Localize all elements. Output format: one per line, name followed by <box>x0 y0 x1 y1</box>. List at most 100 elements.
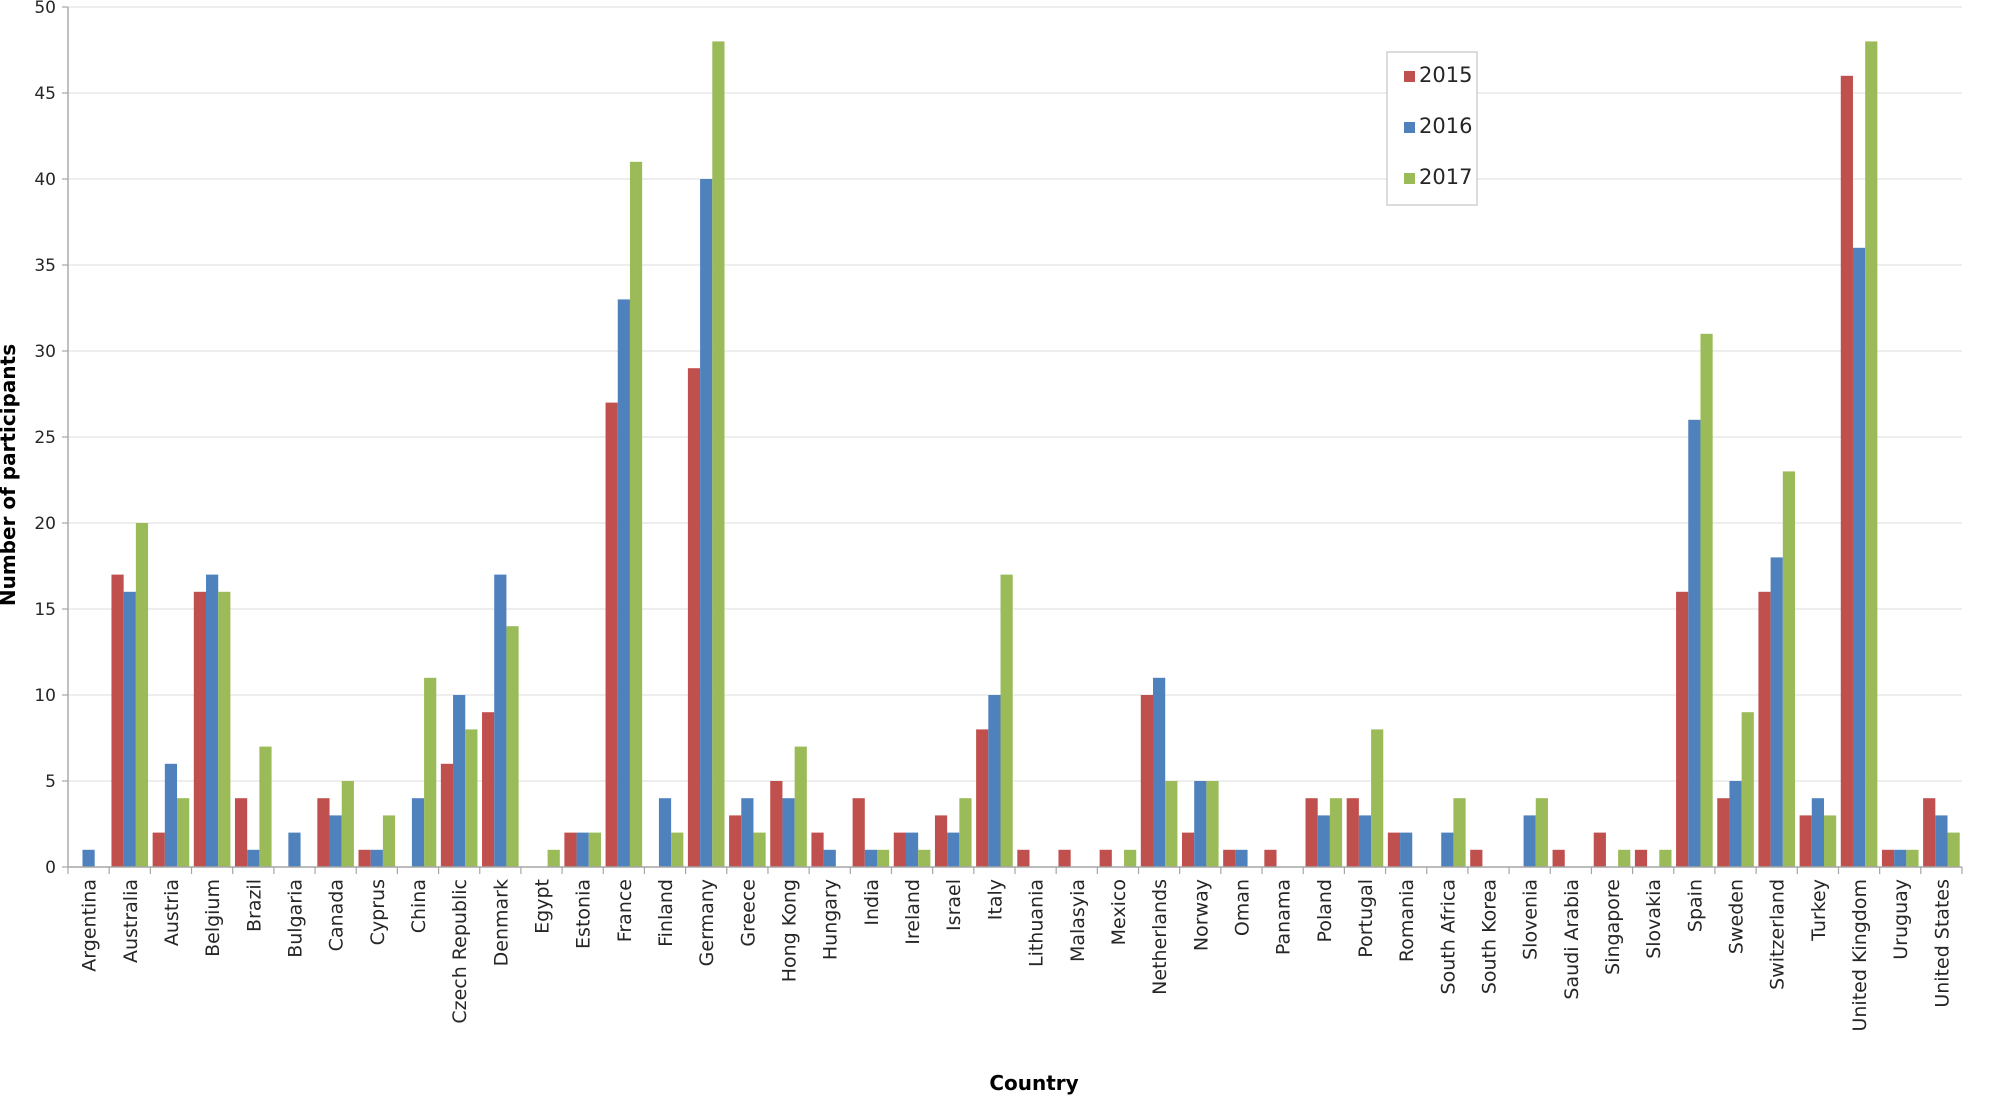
legend-label: 2016 <box>1419 114 1472 138</box>
bar-2016 <box>164 763 178 867</box>
x-tick-label: Hong Kong <box>779 879 801 982</box>
bar-2015 <box>1799 815 1812 867</box>
bar-2016 <box>1935 815 1948 867</box>
bar-2016 <box>370 849 383 867</box>
bar-2015 <box>152 832 165 867</box>
bar-2017 <box>1453 798 1466 867</box>
bar-2017 <box>135 523 149 867</box>
x-tick-label: Turkey <box>1808 879 1830 942</box>
bar-2016 <box>206 574 219 867</box>
x-tick-label: Greece <box>737 879 759 947</box>
x-tick-label: Hungary <box>820 879 842 960</box>
x-tick-label: Finland <box>655 879 677 947</box>
y-tick-label: 5 <box>45 772 56 792</box>
bar-2015 <box>482 712 495 867</box>
x-tick-label: Ireland <box>902 879 924 945</box>
bar-2015 <box>770 781 783 867</box>
x-tick-label: Italy <box>984 879 1006 920</box>
bar-2017 <box>1371 729 1384 867</box>
bar-2015 <box>1264 849 1277 867</box>
bar-2015 <box>1676 591 1689 867</box>
legend-label: 2015 <box>1419 63 1472 87</box>
bar-2015 <box>976 729 989 867</box>
x-tick-label: India <box>861 879 883 926</box>
bar-2017 <box>506 626 519 867</box>
x-tick-label: Belgium <box>202 879 224 957</box>
bar-2017 <box>424 677 437 867</box>
bar-2017 <box>1535 798 1548 867</box>
y-tick-label: 0 <box>45 858 56 878</box>
bar-2015 <box>1305 798 1318 867</box>
bar-2017 <box>1000 574 1013 867</box>
x-tick-label: Spain <box>1684 879 1706 932</box>
legend-label: 2017 <box>1419 165 1472 189</box>
bar-2017 <box>382 815 396 867</box>
bar-2015 <box>1470 849 1483 867</box>
x-tick-label: Slovenia <box>1520 879 1542 960</box>
x-tick-label: Poland <box>1314 879 1336 942</box>
bar-2016 <box>947 832 960 867</box>
bar-2016 <box>658 798 672 867</box>
bar-2016 <box>823 849 836 867</box>
bar-2015 <box>729 815 742 867</box>
bar-2015 <box>1881 849 1895 867</box>
bar-2017 <box>1865 41 1878 867</box>
x-tick-label: Australia <box>120 879 142 963</box>
bar-2015 <box>1923 798 1936 867</box>
y-tick-label: 35 <box>34 256 56 276</box>
x-tick-label: Oman <box>1231 879 1253 936</box>
x-tick-label: Portugal <box>1355 879 1377 958</box>
bar-2017 <box>1659 849 1672 867</box>
x-tick-label: Sweden <box>1726 879 1748 954</box>
x-tick-label: Saudi Arabia <box>1561 879 1583 1000</box>
bar-2015 <box>893 832 906 867</box>
y-tick-label: 25 <box>34 428 56 448</box>
bar-2015 <box>1346 798 1359 867</box>
bar-2017 <box>1782 471 1796 867</box>
bar-2016 <box>988 695 1001 867</box>
bar-2015 <box>440 763 454 867</box>
bar-2017 <box>959 798 972 867</box>
bar-2016 <box>1235 849 1248 867</box>
bar-2017 <box>547 849 560 867</box>
bar-2017 <box>1700 333 1713 867</box>
x-tick-label: Netherlands <box>1149 879 1171 995</box>
x-tick-label: Bulgaria <box>284 879 306 958</box>
bar-2016 <box>1894 849 1907 867</box>
legend: 2015 2016 2017 <box>1386 51 1478 206</box>
gridlines <box>68 6 1962 782</box>
x-tick-label: Uruguay <box>1890 879 1912 960</box>
x-tick-label: Germany <box>696 879 718 966</box>
x-tick-labels: Argentina Australia Austria Belgium Brazil Bu… <box>79 879 1954 1032</box>
x-tick-label: Austria <box>161 879 183 946</box>
bar-2017 <box>918 849 931 867</box>
bar-2015 <box>1058 849 1071 867</box>
legend-swatch <box>1404 122 1415 133</box>
bar-2016 <box>576 832 589 867</box>
bar-2016 <box>123 591 136 867</box>
y-tick-label: 15 <box>34 600 56 620</box>
x-tick-label: Cyprus <box>367 879 389 945</box>
bar-2016 <box>1317 815 1330 867</box>
x-tick-label: Czech Republic <box>449 879 471 1024</box>
bar-2016 <box>700 179 713 867</box>
bar-2017 <box>1906 849 1919 867</box>
bar-2015 <box>811 832 824 867</box>
bar-2015 <box>1140 695 1154 867</box>
bar-2017 <box>1947 832 1960 867</box>
bar-2015 <box>1717 798 1730 867</box>
bar-2017 <box>1823 815 1837 867</box>
bar-2016 <box>1729 781 1742 867</box>
bar-2015 <box>605 402 618 867</box>
bar-2016 <box>741 798 754 867</box>
x-tick-label: South Korea <box>1479 879 1501 994</box>
bar-2017 <box>588 832 601 867</box>
bar-2015 <box>687 368 701 867</box>
bar-2017 <box>1124 849 1137 867</box>
bar-2015 <box>1593 832 1606 867</box>
bar-2016 <box>1153 677 1166 867</box>
bar-2017 <box>1329 798 1343 867</box>
bar-2015 <box>1181 832 1195 867</box>
bar-2015 <box>564 832 577 867</box>
